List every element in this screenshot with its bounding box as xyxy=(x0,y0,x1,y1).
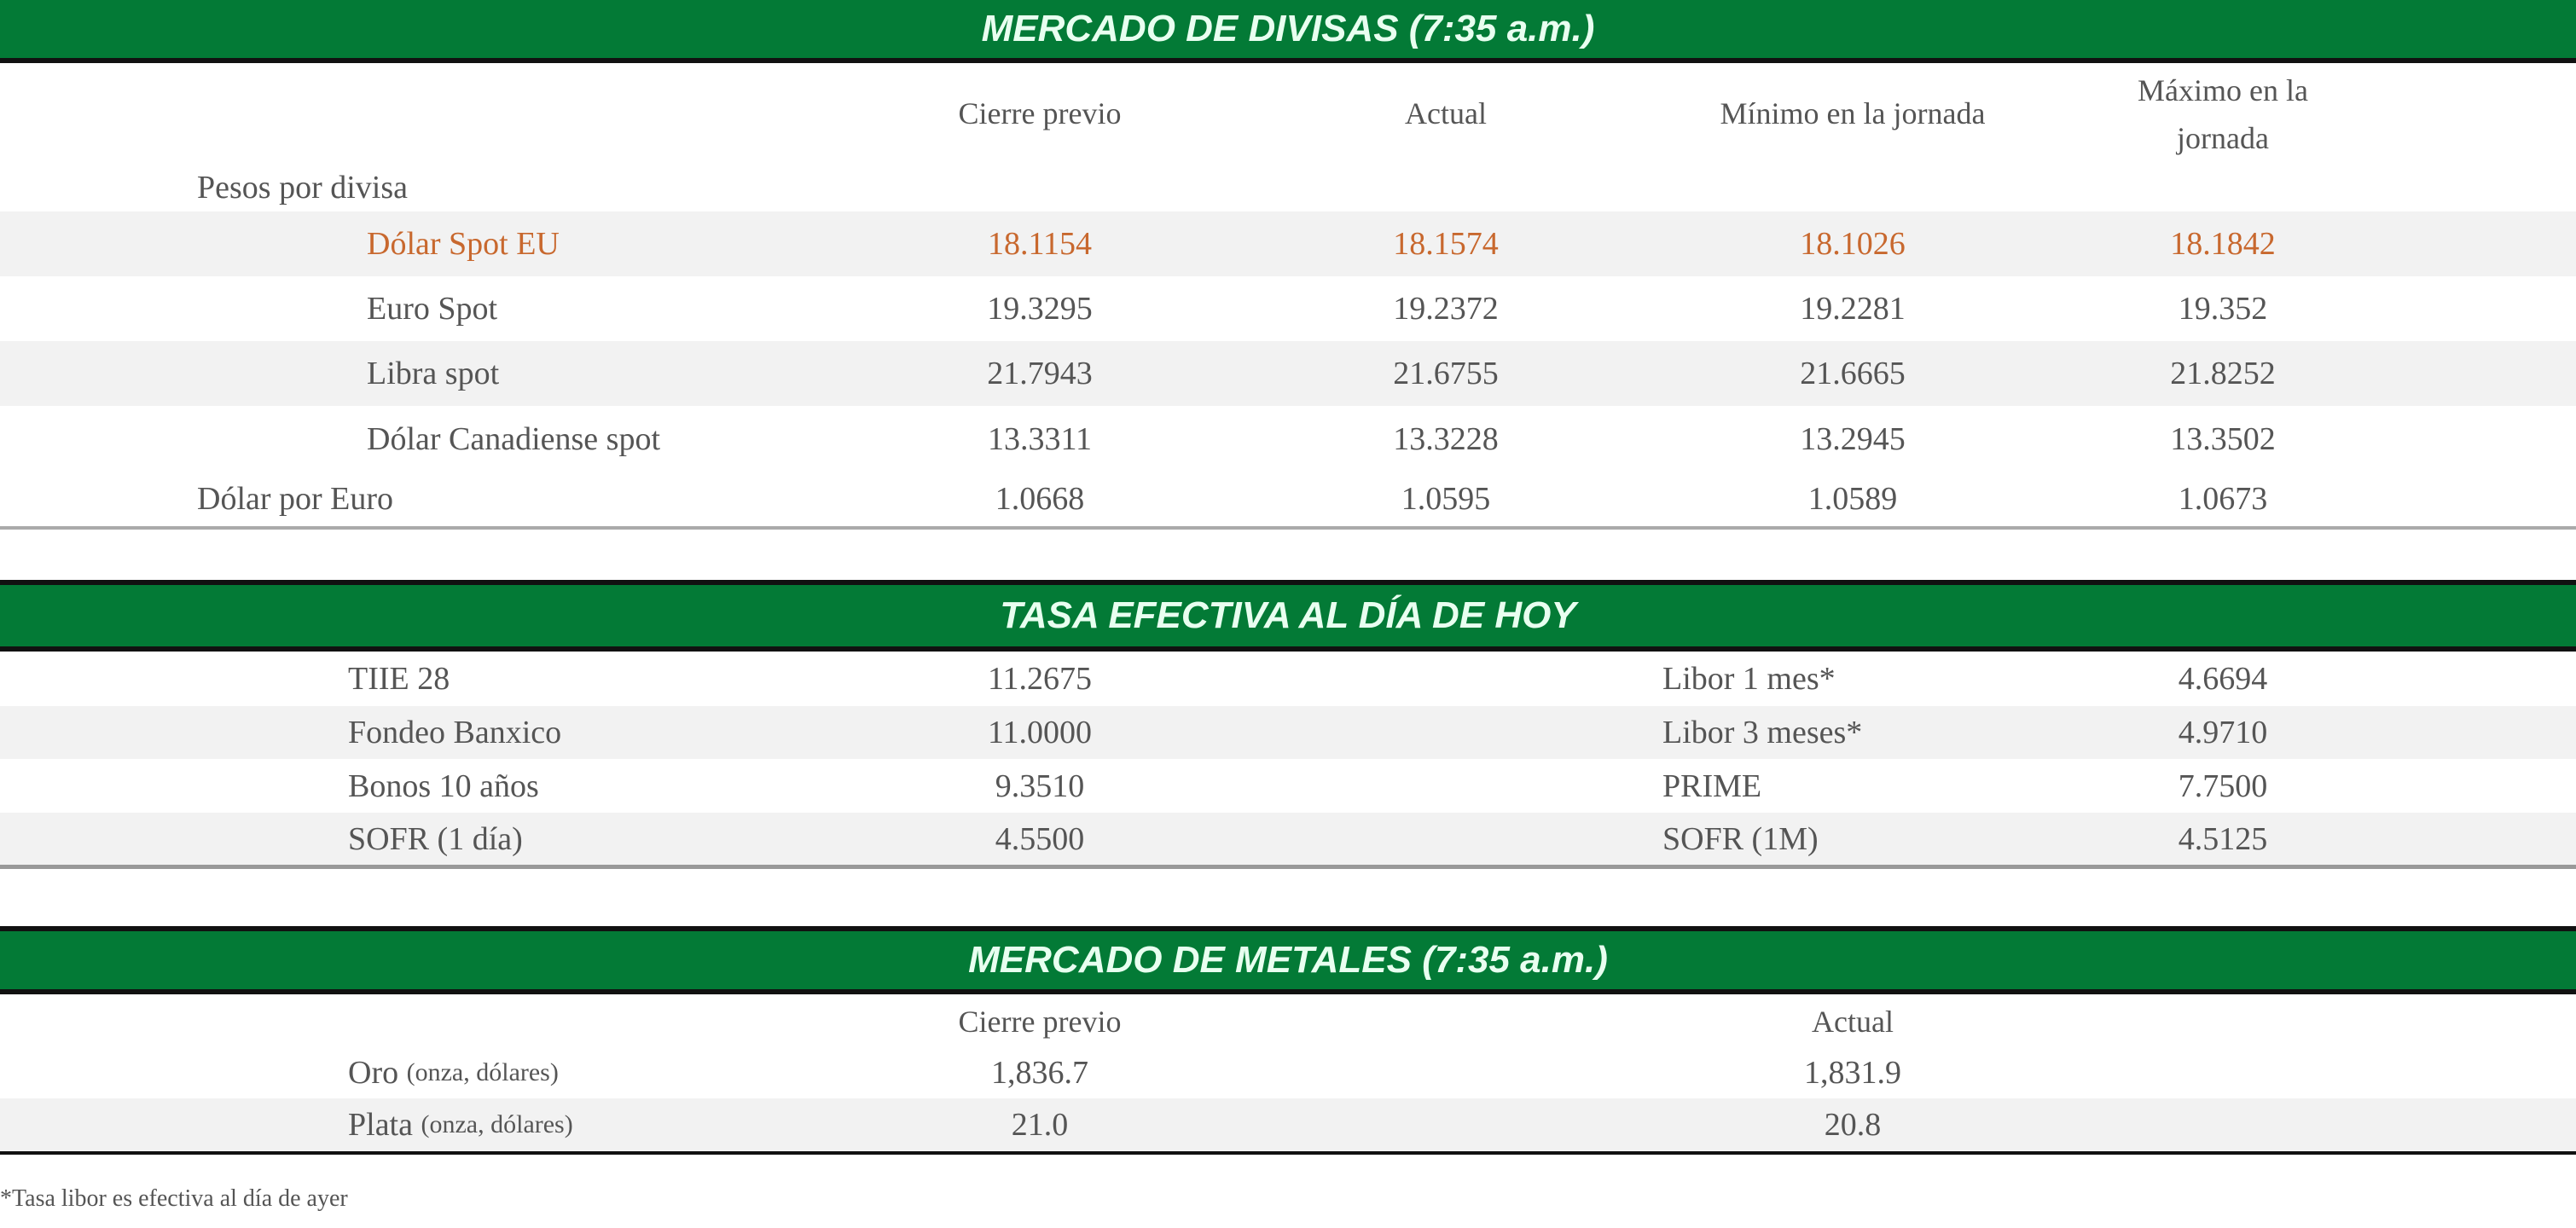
cell: 18.1026 xyxy=(1800,226,1906,262)
cell: 21.7943 xyxy=(987,356,1093,391)
col-maximo-line1: Máximo en la xyxy=(2138,73,2308,107)
cell: 18.1842 xyxy=(2170,226,2276,262)
cell: 21.0 xyxy=(1011,1107,1069,1143)
cell: 19.3295 xyxy=(987,291,1093,327)
group-label: Pesos por divisa xyxy=(197,170,408,206)
row-label: Libor 3 meses* xyxy=(1662,715,1863,750)
table-row: Dólar por Euro 1.0668 1.0595 1.0589 1.06… xyxy=(0,472,2576,526)
cell: 7.7500 xyxy=(2178,768,2268,804)
cell: 18.1154 xyxy=(987,226,1093,262)
divider xyxy=(0,526,2576,530)
metal-name: Oro xyxy=(348,1054,399,1091)
footnote: *Tasa libor es efectiva al día de ayer xyxy=(0,1185,348,1212)
table-row: Fondeo Banxico 11.0000 Libor 3 meses* 4.… xyxy=(0,706,2576,759)
cell: 19.352 xyxy=(2178,291,2268,327)
row-label: Dólar por Euro xyxy=(197,481,394,517)
col-actual: Actual xyxy=(1405,96,1487,130)
cell: 11.0000 xyxy=(987,715,1093,750)
cell: 20.8 xyxy=(1824,1107,1882,1143)
cell: 19.2281 xyxy=(1800,291,1906,327)
cell: 21.6665 xyxy=(1800,356,1906,391)
cell: 13.3228 xyxy=(1393,420,1499,457)
cell: 1,831.9 xyxy=(1804,1054,1901,1091)
metal-unit: (onza, dólares) xyxy=(406,1057,559,1086)
row-label: SOFR (1M) xyxy=(1662,821,1819,857)
row-label: TIIE 28 xyxy=(348,661,450,697)
row-label: Libra spot xyxy=(367,356,500,391)
table-row: Plata (onza, dólares) 21.0 20.8 xyxy=(0,1098,2576,1151)
divisas-title: MERCADO DE DIVISAS (7:35 a.m.) xyxy=(981,8,1595,49)
table-row: SOFR (1 día) 4.5500 SOFR (1M) 4.5125 xyxy=(0,813,2576,866)
cell: 18.1574 xyxy=(1393,226,1499,262)
cell: 9.3510 xyxy=(995,768,1085,804)
col-cierre-previo: Cierre previo xyxy=(958,96,1122,130)
row-label: SOFR (1 día) xyxy=(348,821,523,857)
cell: 21.8252 xyxy=(2170,356,2276,391)
tasas-title: TASA EFECTIVA AL DÍA DE HOY xyxy=(1000,594,1576,636)
col-cierre-previo: Cierre previo xyxy=(958,1005,1122,1039)
cell: 13.3502 xyxy=(2170,420,2276,457)
table-row: Euro Spot 19.3295 19.2372 19.2281 19.352 xyxy=(0,276,2576,341)
cell: 4.6694 xyxy=(2178,661,2268,697)
cell: 1.0673 xyxy=(2178,481,2268,517)
table-row: Dólar Canadiense spot 13.3311 13.3228 13… xyxy=(0,406,2576,472)
table-row: Bonos 10 años 9.3510 PRIME 7.7500 xyxy=(0,759,2576,813)
table-row: TIIE 28 11.2675 Libor 1 mes* 4.6694 xyxy=(0,652,2576,706)
table-row: Libra spot 21.7943 21.6755 21.6665 21.82… xyxy=(0,341,2576,406)
cell: 4.9710 xyxy=(2178,715,2268,750)
cell: 19.2372 xyxy=(1393,291,1499,327)
metal-unit: (onza, dólares) xyxy=(421,1110,573,1138)
cell: 13.3311 xyxy=(987,420,1093,457)
metales-header: MERCADO DE METALES (7:35 a.m.) xyxy=(0,926,2576,994)
row-label: Dólar Spot EU xyxy=(367,226,560,262)
cell: 4.5125 xyxy=(2178,821,2268,857)
col-actual: Actual xyxy=(1812,1005,1894,1039)
row-label: Fondeo Banxico xyxy=(348,715,562,750)
row-label: Libor 1 mes* xyxy=(1662,661,1836,697)
group-label-row: Pesos por divisa xyxy=(0,164,2576,211)
row-label: PRIME xyxy=(1662,768,1762,804)
divider xyxy=(0,1151,2576,1155)
metales-title: MERCADO DE METALES (7:35 a.m.) xyxy=(968,939,1608,981)
cell: 1.0595 xyxy=(1401,481,1491,517)
table-row: Oro (onza, dólares) 1,836.7 1,831.9 xyxy=(0,1046,2576,1098)
cell: 1,836.7 xyxy=(991,1054,1088,1091)
row-label: Oro (onza, dólares) xyxy=(348,1046,559,1098)
cell: 21.6755 xyxy=(1393,356,1499,391)
cell: 1.0589 xyxy=(1807,481,1898,517)
col-minimo: Mínimo en la jornada xyxy=(1720,96,1986,130)
divisas-header: MERCADO DE DIVISAS (7:35 a.m.) xyxy=(0,0,2576,63)
cell: 1.0668 xyxy=(995,481,1085,517)
divider xyxy=(0,865,2576,869)
cell: 13.2945 xyxy=(1800,420,1906,457)
cell: 11.2675 xyxy=(987,661,1093,697)
col-maximo: Máximo en la jornada xyxy=(2010,67,2436,162)
row-label: Dólar Canadiense spot xyxy=(367,420,661,457)
cell: 4.5500 xyxy=(995,821,1085,857)
row-label: Euro Spot xyxy=(367,291,498,327)
col-maximo-line2: jornada xyxy=(2177,121,2269,155)
table-row: Dólar Spot EU 18.1154 18.1574 18.1026 18… xyxy=(0,211,2576,276)
metal-name: Plata xyxy=(348,1107,413,1143)
row-label: Bonos 10 años xyxy=(348,768,539,804)
tasas-header: TASA EFECTIVA AL DÍA DE HOY xyxy=(0,580,2576,652)
row-label: Plata (onza, dólares) xyxy=(348,1098,573,1151)
